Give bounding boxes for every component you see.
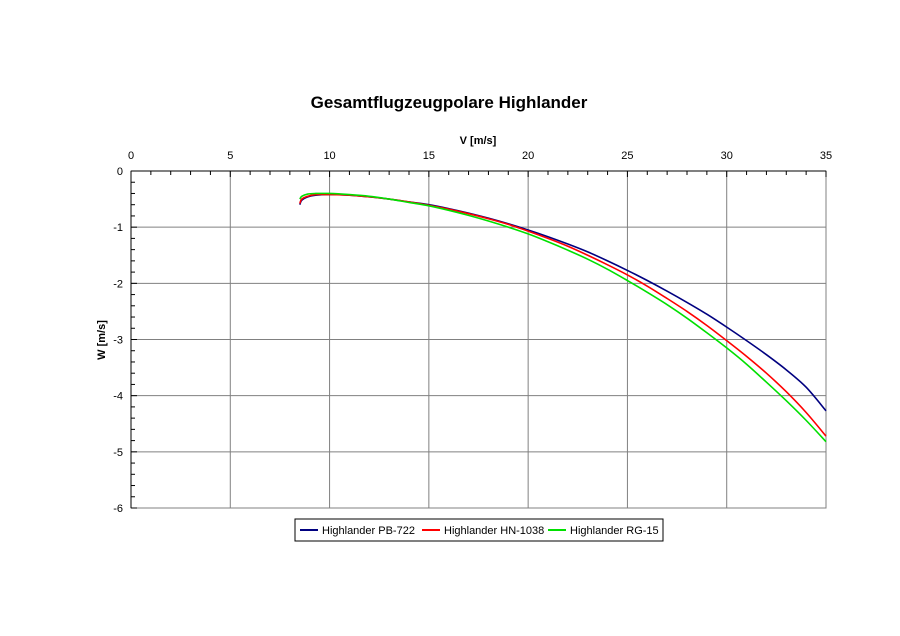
y-tick-label: -5 xyxy=(113,447,123,459)
series-line-3 xyxy=(299,192,827,443)
y-tick-label: -3 xyxy=(113,335,123,347)
axes: 0 5 10 15 20 25 30 35 0 -1 -2 -3 -4 -5 -6 xyxy=(113,150,832,515)
x-tick-label: 5 xyxy=(227,150,233,162)
y-tick-label: 0 xyxy=(117,166,123,178)
y-tick-label: -6 xyxy=(113,503,123,515)
y-tick-label: -1 xyxy=(113,222,123,234)
x-axis-label: V [m/s] xyxy=(460,135,497,147)
x-tick-label: 0 xyxy=(128,150,134,162)
x-tick-label: 20 xyxy=(522,150,534,162)
y-axis-label: W [m/s] xyxy=(96,320,108,360)
x-tick-label: 30 xyxy=(721,150,733,162)
legend-label-3: Highlander RG-15 xyxy=(570,525,659,537)
y-tick-label: -4 xyxy=(113,391,123,403)
x-tick-label: 35 xyxy=(820,150,832,162)
legend-label-2: Highlander HN-1038 xyxy=(444,525,544,537)
legend-label-1: Highlander PB-722 xyxy=(322,525,415,537)
data-series xyxy=(299,192,827,443)
chart-title: Gesamtflugzeugpolare Highlander xyxy=(311,93,588,112)
y-tick-label: -2 xyxy=(113,278,123,290)
grid xyxy=(130,170,827,509)
x-tick-label: 25 xyxy=(621,150,633,162)
x-tick-label: 10 xyxy=(323,150,335,162)
legend-box xyxy=(294,518,664,542)
x-tick-label: 15 xyxy=(423,150,435,162)
legend: Highlander PB-722 Highlander HN-1038 Highl… xyxy=(294,518,664,542)
